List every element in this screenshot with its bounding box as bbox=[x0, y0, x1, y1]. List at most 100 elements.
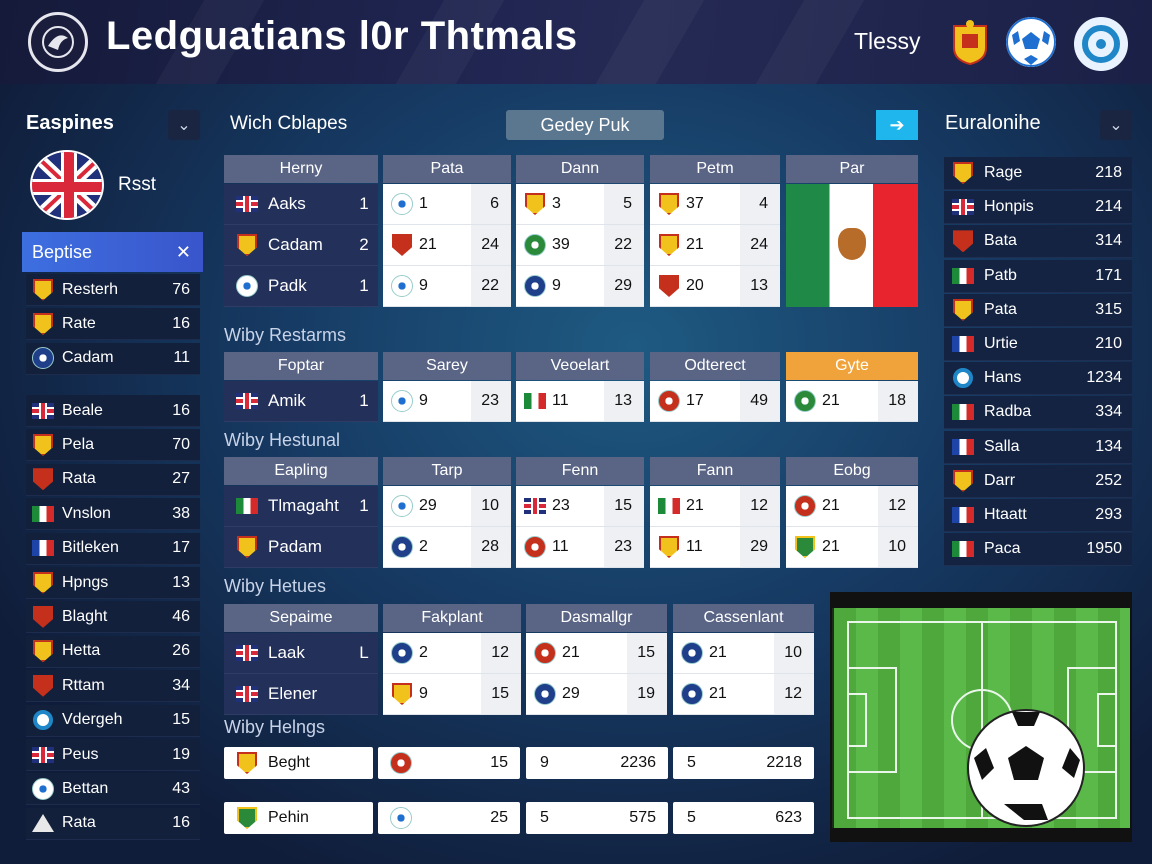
right-list-item[interactable]: Radba 334 bbox=[944, 396, 1132, 430]
stat-cell[interactable]: 20 13 bbox=[650, 266, 780, 307]
left-list-item[interactable]: Hpngs 13 bbox=[26, 567, 200, 599]
stat-cell[interactable]: 39 22 bbox=[516, 225, 644, 266]
stat-cell[interactable]: 21 12 bbox=[650, 486, 780, 527]
next-arrow-icon[interactable]: ➔ bbox=[876, 110, 918, 140]
left-list-item[interactable]: Resterh 76 bbox=[26, 274, 200, 306]
stat-cell[interactable]: 17 49 bbox=[650, 381, 780, 422]
right-list-item[interactable]: Bata 314 bbox=[944, 225, 1132, 259]
stat-cell[interactable]: 9 15 bbox=[383, 674, 521, 715]
selected-filter[interactable]: Beptise ✕ bbox=[22, 232, 203, 272]
stat-cell[interactable]: 11 23 bbox=[516, 527, 644, 568]
left-list-item[interactable]: Bitleken 17 bbox=[26, 532, 200, 565]
summary-cell[interactable]: 15 bbox=[378, 747, 520, 779]
left-list-item[interactable]: Rttam 34 bbox=[26, 670, 200, 703]
summary-cell[interactable]: 25 bbox=[378, 802, 520, 834]
right-list-item[interactable]: Rage 218 bbox=[944, 157, 1132, 190]
right-list-item[interactable]: Darr 252 bbox=[944, 464, 1132, 498]
table-header[interactable]: Sepaime bbox=[224, 604, 378, 632]
left-list-item[interactable]: Rate 16 bbox=[26, 308, 200, 341]
summary-team-cell[interactable]: Pehin bbox=[224, 802, 373, 834]
table-header[interactable]: Odterect bbox=[650, 352, 780, 380]
table-header[interactable]: Dasmallgr bbox=[526, 604, 667, 632]
summary-cell[interactable]: 5 575 bbox=[526, 802, 668, 834]
left-panel-chevron-down-icon[interactable]: ⌄ bbox=[168, 110, 200, 140]
summary-cell[interactable]: 5 2218 bbox=[673, 747, 814, 779]
football-icon[interactable] bbox=[1006, 17, 1056, 67]
app-logo-icon[interactable] bbox=[28, 12, 88, 72]
stat-cell[interactable]: 11 29 bbox=[650, 527, 780, 568]
target-icon[interactable] bbox=[1074, 17, 1128, 71]
stat-cell[interactable]: 21 24 bbox=[383, 225, 511, 266]
stat-cell[interactable]: 9 29 bbox=[516, 266, 644, 307]
table-row[interactable]: Tlmagaht 1 bbox=[224, 486, 378, 527]
right-list-item[interactable]: Hans 1234 bbox=[944, 362, 1132, 396]
table-row[interactable]: Cadam 2 bbox=[224, 225, 378, 266]
stat-cell[interactable]: 21 24 bbox=[650, 225, 780, 266]
team-crest-icon[interactable] bbox=[950, 18, 990, 66]
right-list-item[interactable]: Paca 1950 bbox=[944, 533, 1132, 567]
left-list-item[interactable]: Pela 70 bbox=[26, 429, 200, 462]
stat-cell[interactable]: 21 12 bbox=[786, 486, 918, 527]
table-header[interactable]: Gyte bbox=[786, 352, 918, 380]
right-list-item[interactable]: Htaatt 293 bbox=[944, 499, 1132, 532]
left-list-item[interactable]: Cadam 11 bbox=[26, 342, 200, 375]
table-header[interactable]: Eobg bbox=[786, 457, 918, 485]
stat-cell[interactable]: 11 13 bbox=[516, 381, 644, 422]
left-list-item[interactable]: Vdergeh 15 bbox=[26, 704, 200, 737]
right-list-item[interactable]: Urtie 210 bbox=[944, 328, 1132, 361]
left-list-item[interactable]: Rata 16 bbox=[26, 807, 200, 840]
table-row[interactable]: Amik 1 bbox=[224, 381, 378, 422]
table-row[interactable]: Aaks 1 bbox=[224, 184, 378, 225]
table-header[interactable]: Petm bbox=[650, 155, 780, 183]
right-list-item[interactable]: Patb 171 bbox=[944, 259, 1132, 293]
stat-cell[interactable]: 21 15 bbox=[526, 633, 667, 674]
right-list-item[interactable]: Pata 315 bbox=[944, 293, 1132, 327]
stat-cell[interactable]: 29 10 bbox=[383, 486, 511, 527]
left-list-item[interactable]: Beale 16 bbox=[26, 395, 200, 427]
right-panel-chevron-down-icon[interactable]: ⌄ bbox=[1100, 110, 1132, 140]
left-list-item[interactable]: Bettan 43 bbox=[26, 773, 200, 806]
stat-cell[interactable]: 9 22 bbox=[383, 266, 511, 307]
table-header[interactable]: Veoelart bbox=[516, 352, 644, 380]
stat-cell[interactable]: 21 10 bbox=[673, 633, 814, 674]
table-row[interactable]: Padam bbox=[224, 527, 378, 568]
table-header[interactable]: Foptar bbox=[224, 352, 378, 380]
stat-cell[interactable]: 9 23 bbox=[383, 381, 511, 422]
left-list-item[interactable]: Vnslon 38 bbox=[26, 498, 200, 531]
table-header[interactable]: Fenn bbox=[516, 457, 644, 485]
stat-cell[interactable]: 2 28 bbox=[383, 527, 511, 568]
summary-cell[interactable]: 5 623 bbox=[673, 802, 814, 834]
summary-cell[interactable]: 9 2236 bbox=[526, 747, 668, 779]
left-list-item[interactable]: Peus 19 bbox=[26, 739, 200, 771]
right-list-item[interactable]: Honpis 214 bbox=[944, 191, 1132, 225]
right-list-item[interactable]: Salla 134 bbox=[944, 430, 1132, 464]
table-header[interactable]: Cassenlant bbox=[673, 604, 814, 632]
user-name[interactable]: Tlessy bbox=[854, 28, 921, 54]
stat-cell[interactable]: 37 4 bbox=[650, 184, 780, 225]
table-header[interactable]: Herny bbox=[224, 155, 378, 183]
table-header[interactable]: Pata bbox=[383, 155, 511, 183]
close-icon[interactable]: ✕ bbox=[175, 241, 191, 262]
table-header[interactable]: Fann bbox=[650, 457, 780, 485]
stat-cell[interactable]: 2 12 bbox=[383, 633, 521, 674]
table-header[interactable]: Tarp bbox=[383, 457, 511, 485]
table-header[interactable]: Dann bbox=[516, 155, 644, 183]
stat-cell[interactable]: 21 18 bbox=[786, 381, 918, 422]
table-row[interactable]: Laak L bbox=[224, 633, 378, 674]
table-row[interactable]: Elener bbox=[224, 674, 378, 715]
left-list-item[interactable]: Rata 27 bbox=[26, 463, 200, 496]
uk-flag-avatar[interactable] bbox=[30, 150, 104, 220]
table-header[interactable]: Fakplant bbox=[383, 604, 521, 632]
summary-team-cell[interactable]: Beght bbox=[224, 747, 373, 779]
stat-cell[interactable]: 29 19 bbox=[526, 674, 667, 715]
table-header[interactable]: Sarey bbox=[383, 352, 511, 380]
stat-cell[interactable]: 21 12 bbox=[673, 674, 814, 715]
stat-cell[interactable]: 21 10 bbox=[786, 527, 918, 568]
table-header[interactable]: Par bbox=[786, 155, 918, 183]
left-list-item[interactable]: Hetta 26 bbox=[26, 635, 200, 668]
stat-cell[interactable]: 23 15 bbox=[516, 486, 644, 527]
table-header[interactable]: Eapling bbox=[224, 457, 378, 485]
filter-pill-button[interactable]: Gedey Puk bbox=[506, 110, 664, 140]
